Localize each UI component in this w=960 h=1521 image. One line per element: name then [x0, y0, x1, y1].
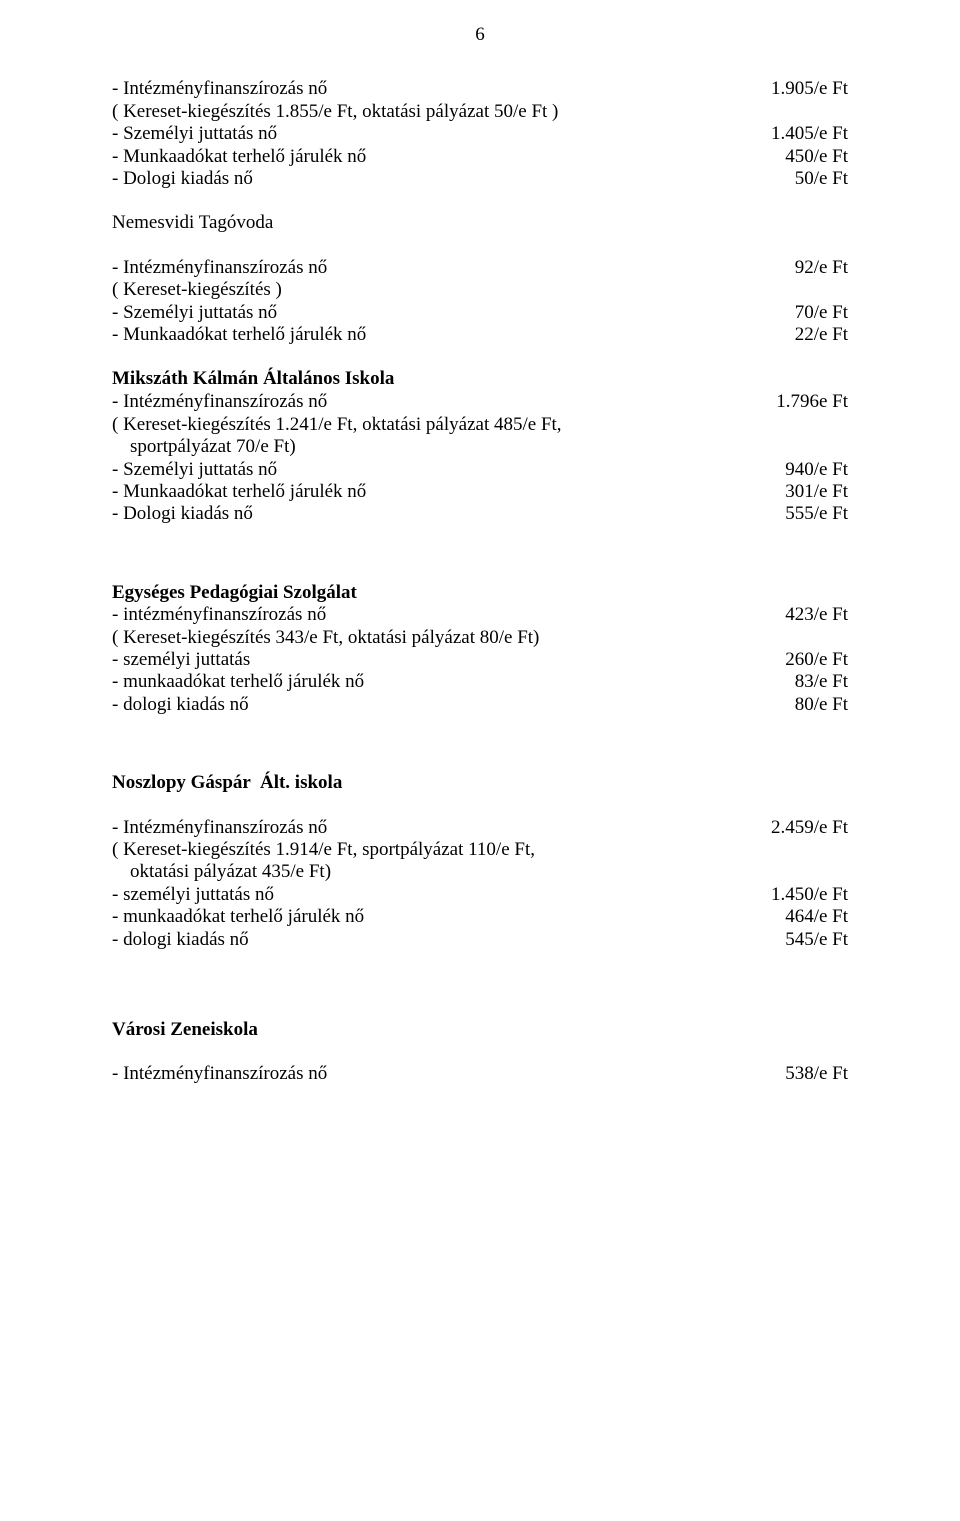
item-value: 1.450/e Ft — [759, 884, 848, 906]
line-item: - Dologi kiadás nő 50/e Ft — [112, 168, 848, 190]
item-label: - Munkaadókat terhelő járulék nő — [112, 324, 366, 346]
item-value: 423/e Ft — [773, 604, 848, 626]
line-item: - Intézményfinanszírozás nő 538/e Ft — [112, 1063, 848, 1085]
line-item: - Munkaadókat terhelő járulék nő 450/e F… — [112, 146, 848, 168]
line-item: ( Kereset-kiegészítés 343/e Ft, oktatási… — [112, 627, 848, 649]
item-value: 1.796e Ft — [764, 391, 848, 413]
section-title-mikszath: Mikszáth Kálmán Általános Iskola — [112, 368, 848, 390]
item-value: 83/e Ft — [783, 671, 848, 693]
item-value: 450/e Ft — [773, 146, 848, 168]
item-value: 1.405/e Ft — [759, 123, 848, 145]
section-title: Mikszáth Kálmán Általános Iskola — [112, 368, 394, 390]
line-item: ( Kereset-kiegészítés 1.914/e Ft, sportp… — [112, 839, 848, 861]
item-value: 80/e Ft — [783, 694, 848, 716]
section-title-zeneiskola: Városi Zeneiskola — [112, 1019, 848, 1041]
item-label: - Munkaadókat terhelő járulék nő — [112, 146, 366, 168]
line-item: - Személyi juttatás nő 70/e Ft — [112, 302, 848, 324]
item-value: 940/e Ft — [773, 459, 848, 481]
line-item: - Dologi kiadás nő 555/e Ft — [112, 503, 848, 525]
item-label: - Dologi kiadás nő — [112, 503, 253, 525]
document-page: 6 - Intézményfinanszírozás nő 1.905/e Ft… — [0, 0, 960, 1521]
line-item: - dologi kiadás nő 545/e Ft — [112, 929, 848, 951]
item-label: - Személyi juttatás nő — [112, 123, 277, 145]
item-value: 22/e Ft — [783, 324, 848, 346]
item-label: - Személyi juttatás nő — [112, 302, 277, 324]
line-item: sportpályázat 70/e Ft) — [112, 436, 848, 458]
item-label: - Intézményfinanszírozás nő — [112, 817, 327, 839]
item-label: - dologi kiadás nő — [112, 929, 249, 951]
line-item: ( Kereset-kiegészítés 1.855/e Ft, oktatá… — [112, 101, 848, 123]
item-label: - Intézményfinanszírozás nő — [112, 391, 327, 413]
item-value: 464/e Ft — [773, 906, 848, 928]
line-item: - személyi juttatás 260/e Ft — [112, 649, 848, 671]
item-label: - Intézményfinanszírozás nő — [112, 78, 327, 100]
line-item: - Személyi juttatás nő 1.405/e Ft — [112, 123, 848, 145]
item-value: 545/e Ft — [773, 929, 848, 951]
line-item: ( Kereset-kiegészítés 1.241/e Ft, oktatá… — [112, 414, 848, 436]
item-value: 70/e Ft — [783, 302, 848, 324]
line-item: - Intézményfinanszírozás nő 2.459/e Ft — [112, 817, 848, 839]
line-item: ( Kereset-kiegészítés ) — [112, 279, 848, 301]
item-label: - személyi juttatás nő — [112, 884, 274, 906]
item-note: ( Kereset-kiegészítés 1.914/e Ft, sportp… — [112, 839, 535, 861]
item-note: ( Kereset-kiegészítés 1.855/e Ft, oktatá… — [112, 101, 558, 123]
item-value: 50/e Ft — [783, 168, 848, 190]
line-item: - Intézményfinanszírozás nő 92/e Ft — [112, 257, 848, 279]
line-item: - Intézményfinanszírozás nő 1.905/e Ft — [112, 78, 848, 100]
item-note: oktatási pályázat 435/e Ft) — [112, 861, 331, 883]
line-item: - intézményfinanszírozás nő 423/e Ft — [112, 604, 848, 626]
item-value: 2.459/e Ft — [759, 817, 848, 839]
line-item: - személyi juttatás nő 1.450/e Ft — [112, 884, 848, 906]
item-label: - munkaadókat terhelő járulék nő — [112, 671, 364, 693]
line-item: oktatási pályázat 435/e Ft) — [112, 861, 848, 883]
item-label: - Személyi juttatás nő — [112, 459, 277, 481]
line-item: - munkaadókat terhelő járulék nő 83/e Ft — [112, 671, 848, 693]
line-item: - dologi kiadás nő 80/e Ft — [112, 694, 848, 716]
item-label: - dologi kiadás nő — [112, 694, 249, 716]
line-item: - munkaadókat terhelő járulék nő 464/e F… — [112, 906, 848, 928]
item-label: - Munkaadókat terhelő járulék nő — [112, 481, 366, 503]
section-title: Városi Zeneiskola — [112, 1019, 258, 1041]
item-note: ( Kereset-kiegészítés 343/e Ft, oktatási… — [112, 627, 539, 649]
item-value: 260/e Ft — [773, 649, 848, 671]
line-item: - Intézményfinanszírozás nő — [112, 391, 848, 413]
page-number: 6 — [112, 0, 848, 46]
line-item: - Munkaadókat terhelő járulék nő 301/e F… — [112, 481, 848, 503]
item-value: 301/e Ft — [773, 481, 848, 503]
section-title-nemesvidi: Nemesvidi Tagóvoda — [112, 212, 848, 234]
section-title: Noszlopy Gáspár Ált. iskola — [112, 772, 342, 794]
line-item: - Személyi juttatás nő 940/e Ft — [112, 459, 848, 481]
item-value: 92/e Ft — [783, 257, 848, 279]
section-title-eps: Egységes Pedagógiai Szolgálat — [112, 582, 848, 604]
section-title: Egységes Pedagógiai Szolgálat — [112, 582, 357, 604]
item-label: - intézményfinanszírozás nő — [112, 604, 326, 626]
item-value: 538/e Ft — [773, 1063, 848, 1085]
section-title-noszlopy: Noszlopy Gáspár Ált. iskola — [112, 772, 848, 794]
section-title: Nemesvidi Tagóvoda — [112, 212, 273, 234]
item-note: ( Kereset-kiegészítés ) — [112, 279, 282, 301]
item-label: - Dologi kiadás nő — [112, 168, 253, 190]
item-note: sportpályázat 70/e Ft) — [112, 436, 296, 458]
item-value: 555/e Ft — [773, 503, 848, 525]
item-note: ( Kereset-kiegészítés 1.241/e Ft, oktatá… — [112, 414, 562, 436]
item-label: - munkaadókat terhelő járulék nő — [112, 906, 364, 928]
line-item: - Munkaadókat terhelő járulék nő 22/e Ft — [112, 324, 848, 346]
item-label: - személyi juttatás — [112, 649, 250, 671]
item-value: 1.905/e Ft — [759, 78, 848, 100]
item-label: - Intézményfinanszírozás nő — [112, 257, 327, 279]
item-label: - Intézményfinanszírozás nő — [112, 1063, 327, 1085]
